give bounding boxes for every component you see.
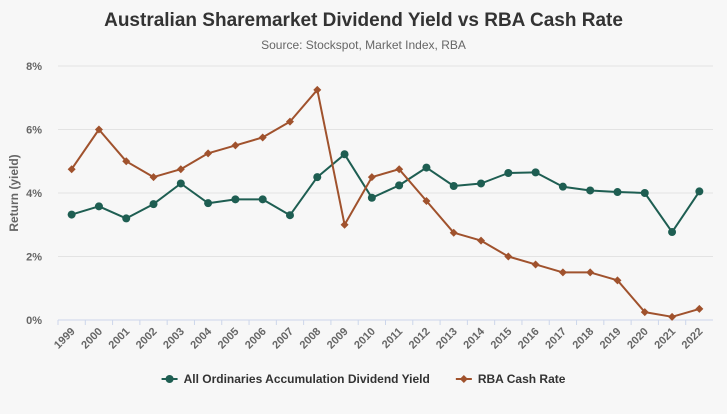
x-tick-label: 2014 (461, 325, 487, 351)
x-tick-label: 2015 (489, 326, 515, 352)
legend-label: All Ordinaries Accumulation Dividend Yie… (184, 372, 430, 386)
data-point[interactable] (477, 236, 486, 245)
data-point[interactable] (640, 308, 649, 317)
x-tick-label: 2011 (380, 326, 405, 351)
data-point[interactable] (176, 179, 185, 188)
x-tick-label: 2012 (407, 326, 433, 352)
data-point[interactable] (395, 165, 404, 174)
data-point[interactable] (149, 200, 158, 209)
data-point[interactable] (313, 173, 322, 182)
legend-item-rba-cash-rate[interactable]: RBA Cash Rate (455, 372, 566, 386)
series-line (70, 88, 701, 318)
data-point[interactable] (231, 195, 240, 204)
x-tick-label: 2010 (352, 326, 378, 352)
data-point[interactable] (504, 252, 513, 261)
series-line (70, 153, 701, 234)
data-point[interactable] (367, 173, 376, 182)
x-tick-label: 2009 (325, 326, 351, 352)
data-point[interactable] (695, 187, 704, 196)
data-point[interactable] (285, 211, 294, 220)
data-point[interactable] (422, 196, 431, 205)
data-point[interactable] (504, 168, 513, 177)
data-point[interactable] (231, 141, 240, 150)
data-point[interactable] (67, 210, 76, 219)
data-point[interactable] (531, 260, 540, 269)
legend-item-dividend-yield[interactable]: All Ordinaries Accumulation Dividend Yie… (161, 372, 430, 386)
legend: All Ordinaries Accumulation Dividend Yie… (161, 372, 566, 386)
axes: 0%2%4%6%8%1999 2000 2001 2002 2003 2004 2005 20… (26, 61, 705, 351)
data-point[interactable] (367, 193, 376, 202)
data-point[interactable] (558, 268, 567, 277)
data-point[interactable] (94, 125, 103, 134)
data-point[interactable] (695, 304, 704, 313)
data-point[interactable] (122, 214, 131, 223)
data-point[interactable] (67, 165, 76, 174)
data-point[interactable] (558, 182, 567, 191)
x-tick-label: 2006 (243, 326, 269, 352)
data-point[interactable] (313, 85, 322, 94)
x-tick-label: 2017 (543, 326, 569, 352)
data-point[interactable] (449, 182, 458, 191)
x-tick-label: 2022 (680, 326, 706, 352)
data-point[interactable] (586, 186, 595, 195)
x-tick-label: 2003 (161, 326, 187, 352)
x-tick-label: 2000 (79, 326, 105, 352)
data-point[interactable] (613, 188, 622, 197)
x-tick-label: 2002 (134, 326, 160, 352)
series-rba-cash-rate (67, 85, 704, 321)
data-point[interactable] (668, 312, 677, 321)
y-tick-label: 4% (26, 188, 42, 200)
data-point[interactable] (477, 179, 486, 188)
data-point[interactable] (94, 202, 103, 211)
data-point[interactable] (258, 195, 267, 204)
data-point[interactable] (422, 163, 431, 172)
chart-subtitle: Source: Stockspot, Market Index, RBA (261, 38, 466, 52)
data-point[interactable] (668, 228, 677, 237)
x-tick-label: 2004 (188, 325, 214, 351)
x-tick-label: 2020 (625, 326, 651, 352)
data-point[interactable] (285, 117, 294, 126)
data-point[interactable] (613, 276, 622, 285)
x-tick-label: 2008 (298, 326, 324, 352)
data-point[interactable] (531, 168, 540, 177)
data-point[interactable] (122, 157, 131, 166)
legend-label: RBA Cash Rate (478, 372, 566, 386)
x-tick-label: 2007 (270, 326, 296, 352)
x-tick-label: 2005 (216, 326, 242, 352)
data-point[interactable] (149, 173, 158, 182)
y-axis-title: Return (yield) (7, 154, 21, 231)
diamond-marker-icon (459, 375, 468, 383)
x-tick-label: 2013 (434, 326, 460, 352)
y-tick-label: 2% (26, 252, 42, 264)
x-tick-label: 2016 (516, 326, 542, 352)
x-tick-label: 2001 (107, 326, 133, 352)
data-point[interactable] (258, 133, 267, 142)
data-point[interactable] (204, 199, 213, 208)
data-point[interactable] (176, 165, 185, 174)
data-point[interactable] (340, 150, 349, 159)
y-tick-label: 6% (26, 125, 42, 137)
x-tick-label: 2018 (571, 326, 597, 352)
series-group (67, 85, 704, 321)
data-point[interactable] (640, 189, 649, 197)
circle-marker-icon (165, 375, 174, 383)
data-point[interactable] (449, 228, 458, 237)
y-tick-label: 8% (26, 61, 42, 73)
x-tick-label: 2021 (652, 326, 678, 352)
x-tick-label: 2019 (598, 326, 624, 352)
chart-title: Australian Sharemarket Dividend Yield vs… (104, 10, 623, 31)
data-point[interactable] (395, 181, 404, 190)
data-point[interactable] (340, 220, 349, 229)
data-point[interactable] (586, 268, 595, 277)
y-tick-label: 0% (26, 315, 42, 327)
data-point[interactable] (204, 149, 213, 158)
x-tick-label: 1999 (52, 326, 78, 352)
series-dividend-yield (67, 150, 704, 237)
